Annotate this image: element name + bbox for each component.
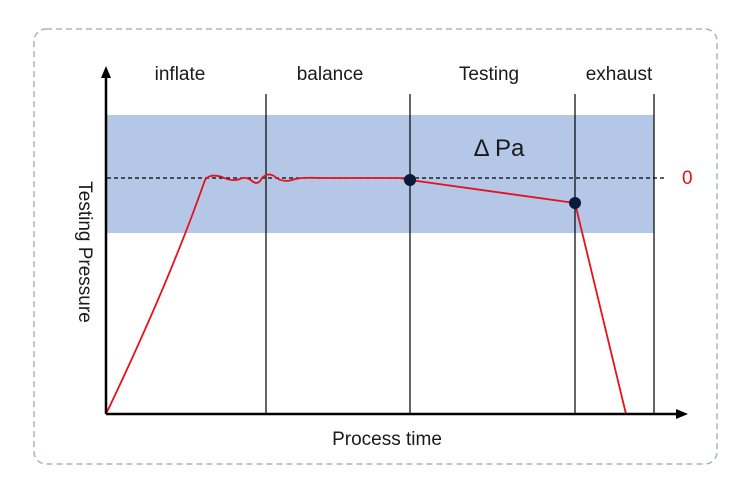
x-axis-label: Process time xyxy=(332,429,442,450)
diagram-frame xyxy=(33,28,718,465)
test-start-marker xyxy=(404,174,416,186)
x-axis-arrow-icon xyxy=(676,409,688,419)
y-axis-label: Testing Pressure xyxy=(74,181,95,323)
zero-reference-label: 0 xyxy=(682,168,693,189)
delta-pa-label: Δ Pa xyxy=(474,135,525,162)
phase-label-testing: Testing xyxy=(459,64,519,85)
test-end-marker xyxy=(569,197,581,209)
phase-label-balance: balance xyxy=(297,64,364,85)
phase-label-inflate: inflate xyxy=(155,64,206,85)
delta-pa-band xyxy=(107,115,654,233)
phase-label-exhaust: exhaust xyxy=(586,64,653,85)
y-axis-arrow-icon xyxy=(101,66,111,78)
pressure-curve xyxy=(106,173,627,415)
